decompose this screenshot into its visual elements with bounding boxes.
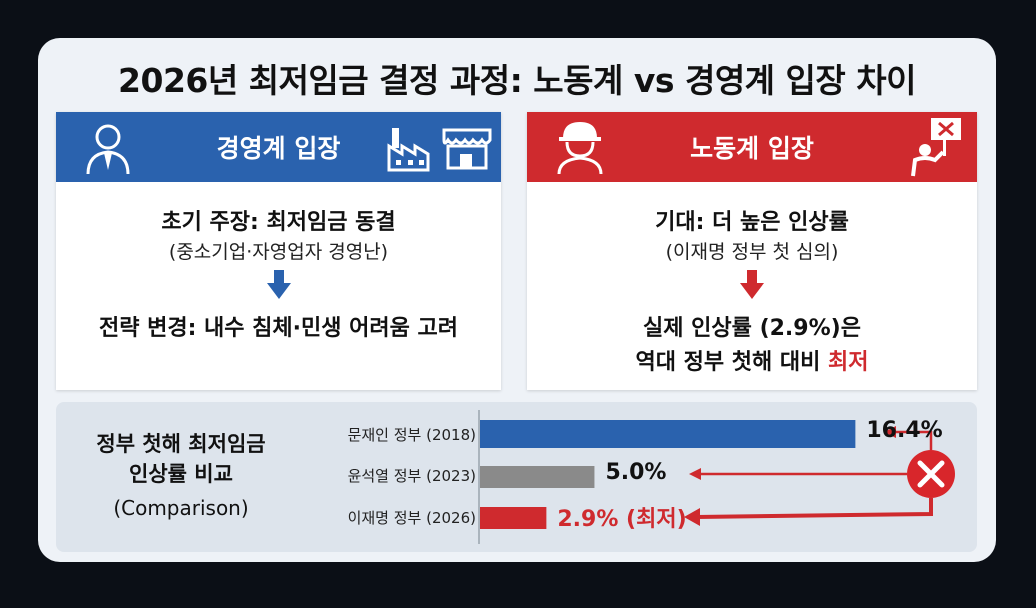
page-title: 2026년 최저임금 결정 과정: 노동계 vs 경영계 입장 차이	[118, 61, 916, 100]
business-claim-reason: (중소기업·자영업자 경영난)	[168, 241, 389, 263]
pointer-arrows	[684, 426, 933, 526]
labor-lowest-prefix: 역대 정부 첫해 대비	[635, 350, 829, 375]
businessman-icon	[86, 124, 130, 175]
business-initial-claim: 초기 주장: 최저임금 동결	[161, 210, 396, 235]
arrow-to-2018	[891, 430, 933, 450]
down-arrow-icon	[267, 270, 291, 299]
value-label-2018: 16.4%	[866, 418, 943, 443]
comparison-section: 정부 첫해 최저임금 인상률 비교 (Comparison) 문재인 정부 (2…	[56, 402, 977, 552]
comparison-chart	[478, 410, 955, 544]
labor-lowest-note: 역대 정부 첫해 대비 최저	[527, 344, 977, 376]
labor-panel: 노동계 입장 기대: 더 높은 인상률 (이재명 정부 첫 심의) 실제 인상률…	[527, 112, 977, 390]
down-arrow-red-icon	[740, 270, 764, 299]
labor-actual-rate: 실제 인상률 (2.9%)은	[643, 316, 861, 341]
arrow-to-2026	[695, 498, 933, 519]
row-label-2018: 문재인 정부 (2018)	[347, 426, 476, 444]
business-panel: 경영계 입장 초기 주장: 최저임금 동결 (중소기업·자영업자 경영난) 전략…	[56, 112, 501, 390]
bar-2023	[480, 466, 595, 488]
factory-icon	[387, 128, 430, 172]
labor-panel-header: 노동계 입장	[527, 112, 977, 182]
bar-2018	[480, 420, 856, 448]
bar-2026	[480, 507, 547, 529]
labor-panel-title: 노동계 입장	[690, 134, 814, 163]
row-label-2023: 윤석열 정부 (2023)	[347, 467, 476, 485]
business-panel-header: 경영계 입장	[56, 112, 501, 182]
protest-sign-icon	[911, 118, 961, 177]
business-strategy-change: 전략 변경: 내수 침체·민생 어려움 고려	[98, 316, 459, 341]
labor-expectation-context: (이재명 정부 첫 심의)	[665, 241, 839, 263]
comparison-title-line3: (Comparison)	[113, 496, 249, 520]
comparison-title-line2: 인상률 비교	[129, 462, 233, 486]
value-label-2023: 5.0%	[605, 460, 667, 485]
comparison-title-line1: 정부 첫해 최저임금	[96, 432, 266, 456]
worker-helmet-icon	[557, 122, 603, 175]
labor-expectation: 기대: 더 높은 인상률	[655, 210, 849, 235]
business-panel-title: 경영계 입장	[216, 134, 341, 163]
store-icon	[442, 128, 492, 170]
infographic-card: 2026년 최저임금 결정 과정: 노동계 vs 경영계 입장 차이 경영계 입…	[38, 38, 996, 562]
row-label-2026: 이재명 정부 (2026)	[347, 509, 476, 527]
lowest-highlight: 최저	[828, 350, 869, 375]
value-label-2026: 2.9% (최저)	[557, 507, 687, 532]
x-circle-icon	[907, 450, 955, 498]
